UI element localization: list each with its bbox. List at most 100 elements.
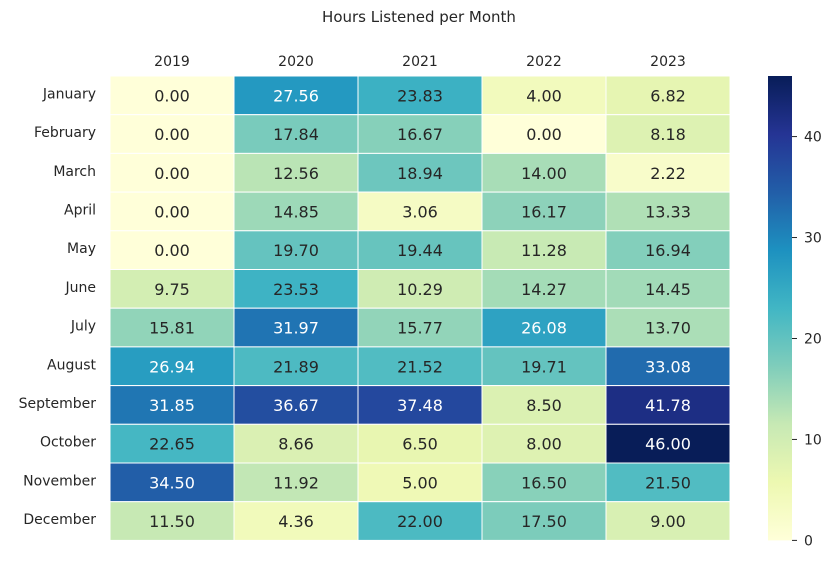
heatmap-cell bbox=[605, 385, 731, 425]
y-tick-label: December bbox=[23, 512, 96, 528]
y-tick-label: November bbox=[23, 473, 96, 489]
heatmap-cell-label: 21.50 bbox=[645, 473, 691, 492]
heatmap-cell bbox=[109, 114, 235, 154]
heatmap-cell-label: 31.97 bbox=[273, 319, 319, 338]
heatmap-cell-label: 11.50 bbox=[149, 512, 195, 531]
heatmap-cell bbox=[233, 230, 359, 271]
x-tick-label: 2020 bbox=[278, 54, 314, 70]
heatmap-cell bbox=[605, 462, 731, 503]
colorbar bbox=[768, 76, 792, 541]
heatmap-cell-label: 3.06 bbox=[402, 202, 438, 221]
heatmap-cell-label: 2.22 bbox=[650, 164, 686, 183]
heatmap-cell bbox=[233, 385, 359, 425]
heatmap-cell bbox=[605, 346, 731, 387]
y-tick-label: August bbox=[47, 357, 97, 373]
heatmap-cell bbox=[109, 346, 235, 387]
heatmap-cell-label: 16.50 bbox=[521, 473, 567, 492]
heatmap-cell-label: 0.00 bbox=[526, 125, 562, 144]
colorbar-ticks: 0 10 20 30 40 bbox=[792, 130, 822, 549]
heatmap-cell-label: 15.81 bbox=[149, 319, 195, 338]
heatmap-cell bbox=[357, 75, 483, 116]
colorbar-tick-label: 40 bbox=[804, 130, 822, 146]
y-tick-label: June bbox=[65, 280, 97, 296]
x-tick-label: 2021 bbox=[402, 54, 438, 70]
heatmap-cell-label: 0.00 bbox=[154, 164, 190, 183]
heatmap-cell bbox=[481, 269, 607, 309]
heatmap-cell-label: 23.83 bbox=[397, 86, 443, 105]
heatmap-cell-label: 21.89 bbox=[273, 357, 319, 376]
heatmap-cell bbox=[357, 269, 483, 309]
heatmap-cell-label: 14.27 bbox=[521, 280, 567, 299]
heatmap-cell-label: 33.08 bbox=[645, 357, 691, 376]
colorbar-tick-label: 20 bbox=[804, 331, 822, 347]
heatmap-cell-label: 14.85 bbox=[273, 202, 319, 221]
heatmap-cell bbox=[109, 501, 235, 541]
heatmap-cell bbox=[357, 191, 483, 232]
heatmap-cell bbox=[605, 269, 731, 309]
heatmap-cell-label: 22.65 bbox=[149, 435, 195, 454]
heatmap-cell bbox=[357, 114, 483, 154]
y-tick-label: July bbox=[70, 319, 96, 335]
heatmap-cell-label: 14.45 bbox=[645, 280, 691, 299]
heatmap-cell-label: 31.85 bbox=[149, 396, 195, 415]
heatmap-cell-label: 6.50 bbox=[402, 435, 438, 454]
heatmap-cell-label: 41.78 bbox=[645, 396, 691, 415]
heatmap-cell bbox=[605, 501, 731, 541]
heatmap-cell-label: 22.00 bbox=[397, 512, 443, 531]
y-tick-label: October bbox=[40, 435, 96, 451]
heatmap-cell bbox=[233, 501, 359, 541]
heatmap-cell-label: 36.67 bbox=[273, 396, 319, 415]
colorbar-tick-label: 10 bbox=[804, 432, 822, 448]
heatmap-cell-label: 17.84 bbox=[273, 125, 319, 144]
heatmap-cell-label: 13.33 bbox=[645, 202, 691, 221]
heatmap-cell-label: 26.08 bbox=[521, 319, 567, 338]
heatmap-cell-label: 12.56 bbox=[273, 164, 319, 183]
heatmap-cell-label: 46.00 bbox=[645, 435, 691, 454]
heatmap-cell-label: 14.00 bbox=[521, 164, 567, 183]
heatmap-cell bbox=[605, 114, 731, 154]
heatmap-cell bbox=[605, 423, 731, 464]
heatmap-cell-label: 11.92 bbox=[273, 473, 319, 492]
heatmap-cell-label: 37.48 bbox=[397, 396, 443, 415]
heatmap-cell-label: 9.00 bbox=[650, 512, 686, 531]
heatmap-cell-label: 0.00 bbox=[154, 86, 190, 105]
heatmap-cell bbox=[109, 230, 235, 271]
heatmap-cell bbox=[357, 385, 483, 425]
heatmap-cell-label: 16.17 bbox=[521, 202, 567, 221]
heatmap-cell-label: 34.50 bbox=[149, 473, 195, 492]
x-tick-label: 2019 bbox=[154, 54, 190, 70]
heatmap-cell bbox=[605, 230, 731, 271]
heatmap-cell-label: 16.94 bbox=[645, 241, 691, 260]
y-tick-label: January bbox=[42, 86, 96, 102]
heatmap-cell bbox=[233, 75, 359, 116]
heatmap-cell-label: 23.53 bbox=[273, 280, 319, 299]
heatmap-cell-label: 0.00 bbox=[154, 241, 190, 260]
heatmap-cell-label: 8.66 bbox=[278, 435, 314, 454]
heatmap-cell-label: 10.29 bbox=[397, 280, 443, 299]
y-tick-label: May bbox=[67, 241, 96, 257]
heatmap-cell-label: 21.52 bbox=[397, 357, 443, 376]
heatmap-cell-label: 19.44 bbox=[397, 241, 443, 260]
heatmap-cell bbox=[109, 307, 235, 348]
heatmap-cells bbox=[109, 75, 731, 541]
heatmap-cell-label: 5.00 bbox=[402, 473, 438, 492]
heatmap-cell-labels: 0.00 27.56 23.83 4.00 6.82 0.00 17.84 16.67 0.00… bbox=[149, 86, 691, 531]
heatmap-cell-label: 18.94 bbox=[397, 164, 443, 183]
heatmap-cell bbox=[357, 501, 483, 541]
heatmap-cell bbox=[233, 191, 359, 232]
heatmap-cell-label: 9.75 bbox=[154, 280, 190, 299]
heatmap-cell bbox=[481, 501, 607, 541]
heatmap-cell bbox=[481, 462, 607, 503]
y-axis-tick-labels: January February March April May June July Augu… bbox=[19, 86, 97, 528]
heatmap-cell-label: 0.00 bbox=[154, 125, 190, 144]
heatmap-cell bbox=[109, 191, 235, 232]
heatmap-cell-label: 19.70 bbox=[273, 241, 319, 260]
heatmap-cell-label: 17.50 bbox=[521, 512, 567, 531]
heatmap-cell-label: 8.50 bbox=[526, 396, 562, 415]
heatmap-cell-label: 8.00 bbox=[526, 435, 562, 454]
colorbar-tick-label: 0 bbox=[804, 533, 813, 549]
heatmap-cell bbox=[109, 423, 235, 464]
x-axis-tick-labels: 2019 2020 2021 2022 2023 bbox=[154, 54, 686, 70]
heatmap-cell-label: 4.36 bbox=[278, 512, 314, 531]
